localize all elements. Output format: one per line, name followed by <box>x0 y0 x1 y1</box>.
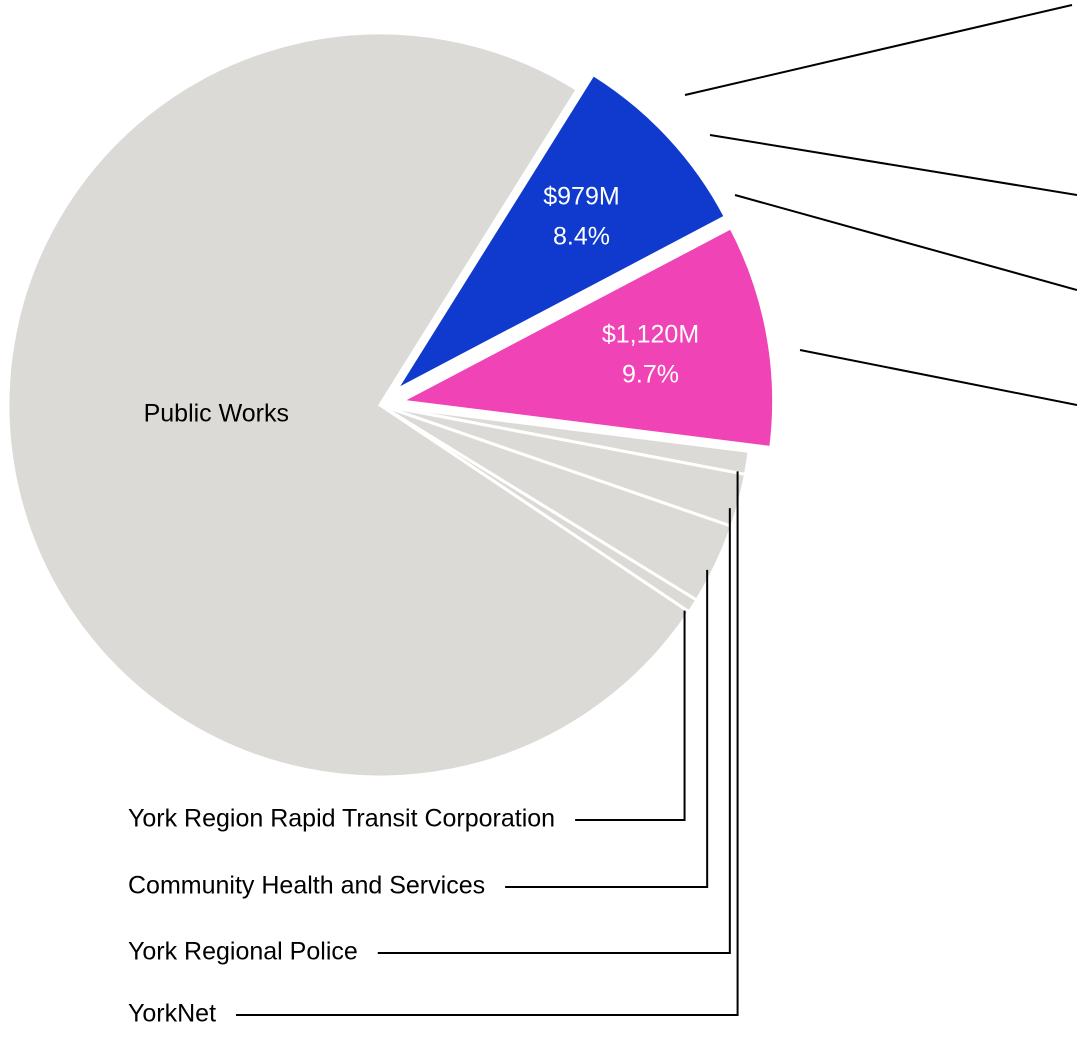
leader-line <box>734 194 1077 291</box>
leader-line <box>505 569 709 888</box>
leader-lines <box>684 4 1077 406</box>
category-label: York Regional Police <box>128 938 358 966</box>
leader-line <box>799 349 1077 406</box>
leader-line <box>377 508 731 954</box>
leader-line <box>575 610 686 821</box>
category-label: Community Health and Services <box>128 872 485 900</box>
amount-label: $979M <box>543 183 619 211</box>
pie-slice <box>396 225 776 450</box>
category-label: York Region Rapid Transit Corporation <box>128 805 555 833</box>
value-label: 9.7% <box>622 360 679 388</box>
amount-label: $1,120M <box>602 320 699 348</box>
pie-slice <box>391 72 728 394</box>
category-label: Public Works <box>144 400 289 428</box>
category-label: YorkNet <box>128 1000 216 1028</box>
pie-slice <box>6 31 692 779</box>
leader-line <box>684 4 1073 96</box>
leader-line <box>236 471 739 1016</box>
value-label: 8.4% <box>553 223 610 251</box>
leader-line <box>709 134 1077 196</box>
